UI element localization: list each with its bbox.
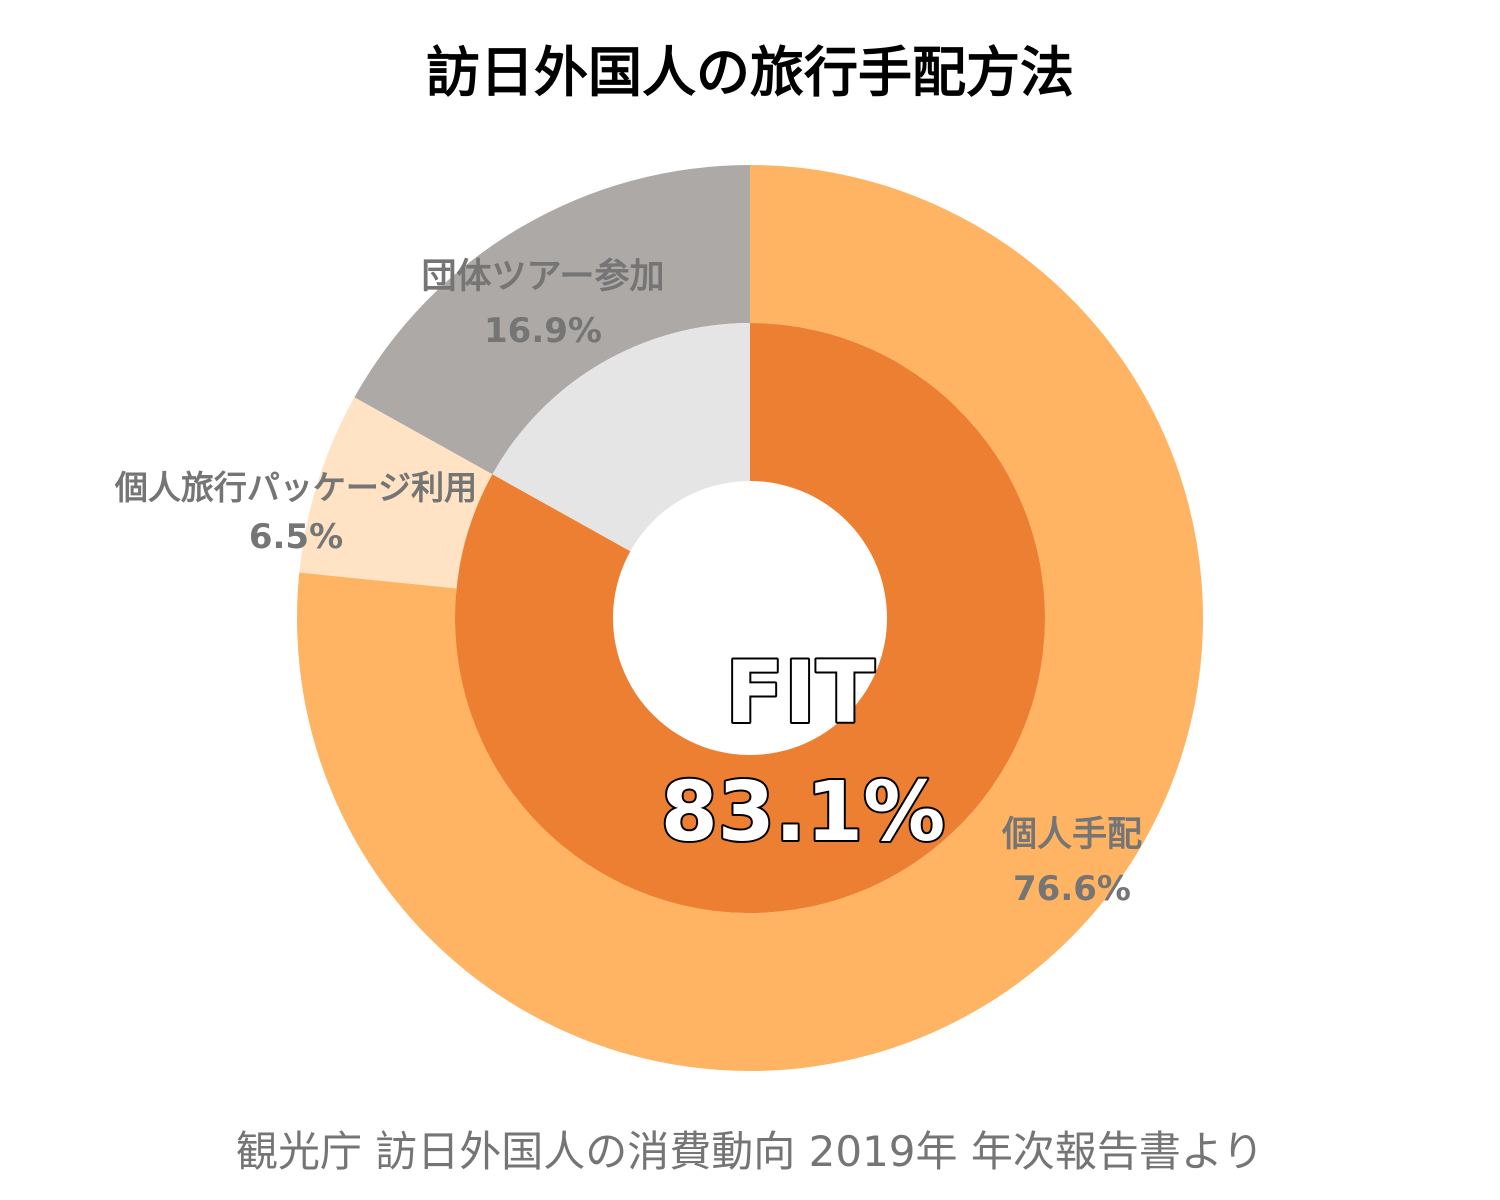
chart-title: 訪日外国人の旅行手配方法	[426, 41, 1074, 104]
outer-slice-2	[299, 397, 493, 589]
inner-ring	[454, 323, 1045, 914]
inner-slice-2	[492, 323, 750, 552]
slice-value-label-1: 76.6%	[1013, 869, 1131, 909]
center-label: FIT	[725, 643, 875, 743]
inner-slice-1	[454, 323, 1045, 914]
center-value-label: 83.1%	[661, 765, 945, 860]
slice-labels: 個人手配 76.6% 個人旅行パッケージ利用 6.5% 団体ツアー参加 16.9%	[114, 257, 1142, 909]
outer-ring	[297, 164, 1203, 1071]
center-labels: FIT 83.1%	[659, 641, 947, 862]
slice-label-1: 個人手配	[1001, 815, 1142, 855]
outer-slice-3	[354, 164, 750, 475]
slice-value-label-2: 6.5%	[249, 517, 343, 557]
outer-slice-1	[297, 165, 1203, 1071]
slice-value-label-3: 16.9%	[484, 311, 602, 351]
slice-label-3: 団体ツアー参加	[422, 257, 665, 297]
source-note: 観光庁 訪日外国人の消費動向 2019年 年次報告書より	[235, 1127, 1265, 1176]
slice-label-2: 個人旅行パッケージ利用	[114, 468, 477, 507]
